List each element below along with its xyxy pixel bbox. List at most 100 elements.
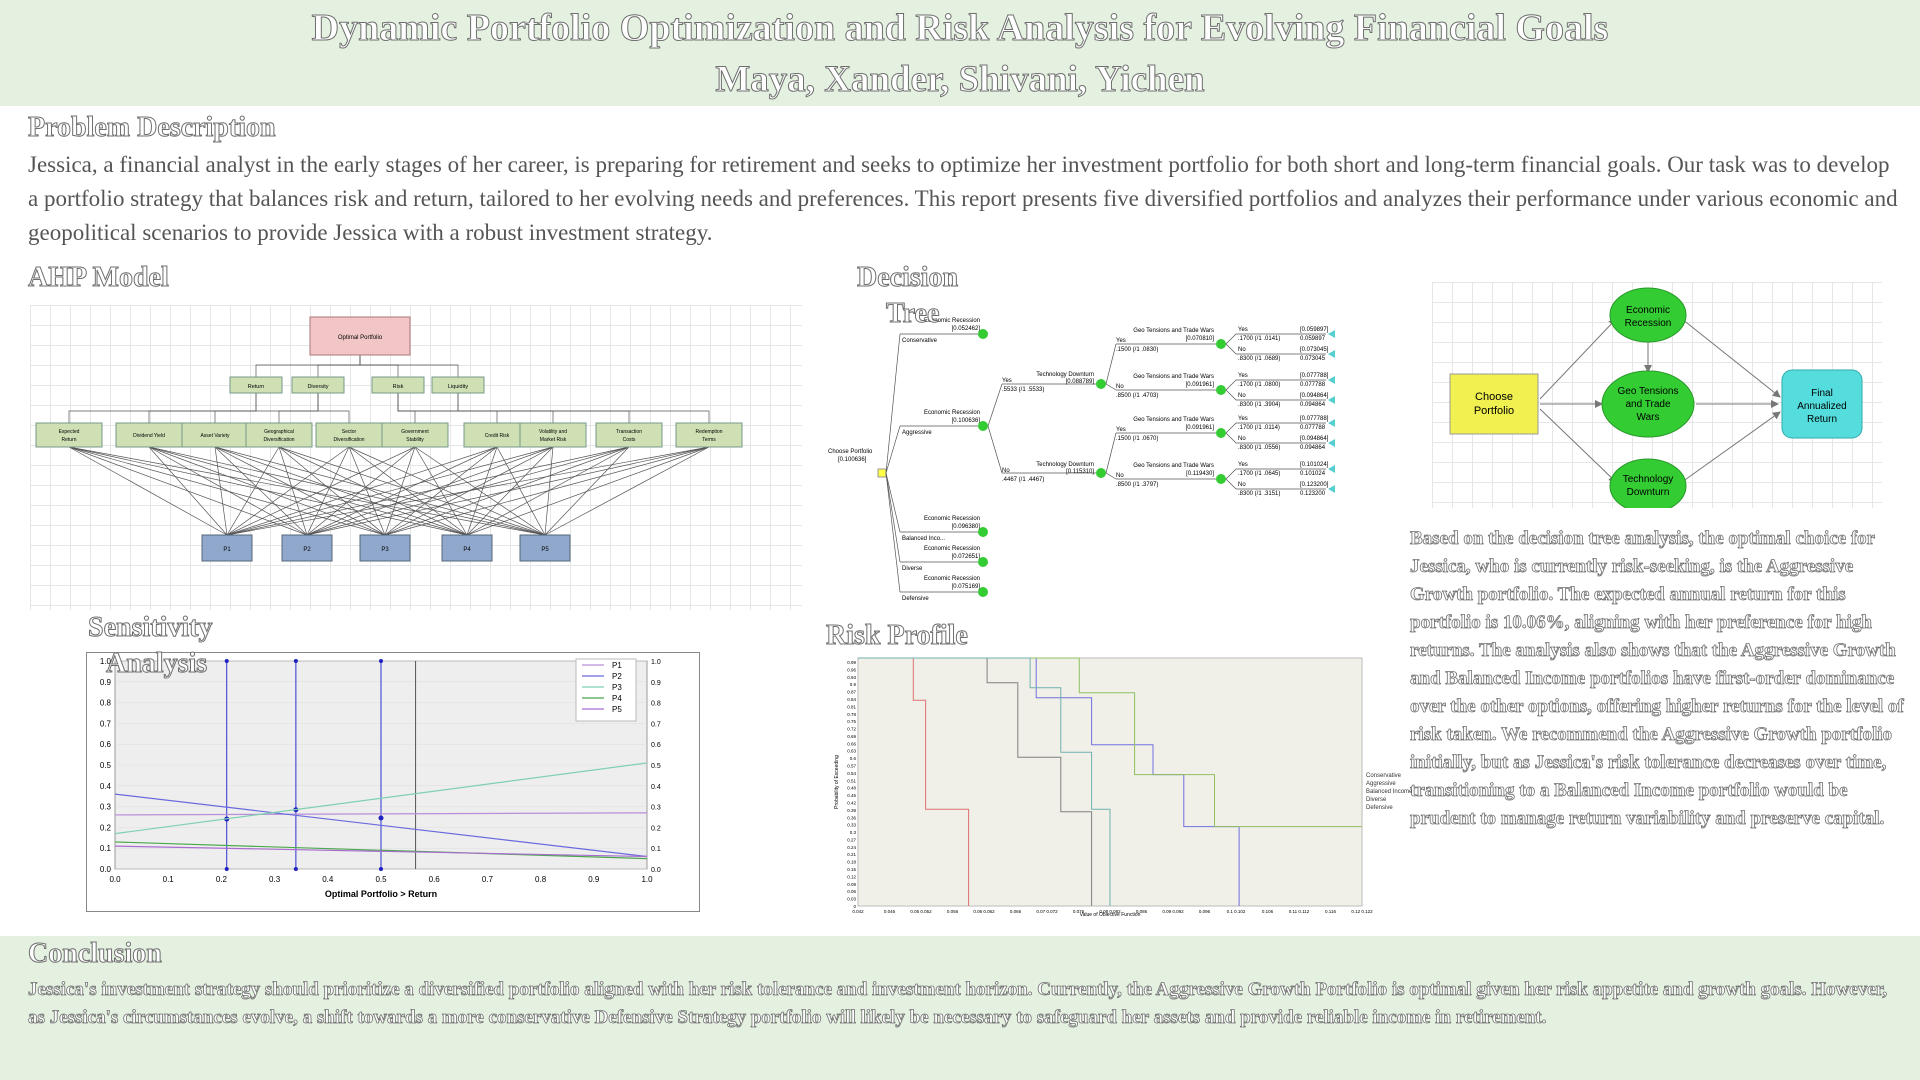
x-tick-label: 0.1 0.102 xyxy=(1227,909,1246,914)
leaf-payoff: 0.059897 xyxy=(1300,336,1326,342)
ahp-subcriterion-label: Costs xyxy=(623,437,636,443)
tech-branch: No xyxy=(1116,384,1124,390)
tree-branch xyxy=(885,333,901,474)
leaf-prob: .8300 (/1 .0556) xyxy=(1238,445,1280,451)
ahp-alternative-node xyxy=(519,534,571,562)
decision-node: Choose Portfolio xyxy=(1449,373,1539,435)
y-tick-label: 0.51 xyxy=(847,778,856,783)
branch-name: Aggressive xyxy=(902,430,932,436)
leaf-value: [0.123200] xyxy=(1300,482,1329,488)
ahp-alternative-label: P5 xyxy=(541,547,549,553)
chance-node xyxy=(978,557,988,567)
risk-legend-item: Diverse xyxy=(1366,797,1387,803)
ahp-subcriterion-label: Asset Variety xyxy=(200,433,230,439)
x-tick-label: 0.11 0.112 xyxy=(1289,909,1310,914)
chance-node xyxy=(978,329,988,339)
sensitivity-svg: 0.0 0.00.00.1 0.10.10.2 0.20.20.3 0.30.30.4 0… xyxy=(100,657,661,899)
tech-event: Technology Downturn xyxy=(1036,462,1094,468)
ahp-alternative-label: P2 xyxy=(303,547,311,553)
y-tick-label: 0.39 xyxy=(847,808,856,813)
risk-profile-svg: 0.99 0.96 0.93 0.9 0.87 0.84 0.81 0.78 0.75 0.72 0… xyxy=(834,657,1373,918)
series-line-p3 xyxy=(114,762,648,835)
x-tick-label: 0.066 xyxy=(1010,909,1022,914)
sensitivity-heading-1: Sensitivity xyxy=(87,612,213,644)
series-line-p4 xyxy=(114,841,648,860)
y-tick-label: 0.84 xyxy=(847,697,856,702)
ahp-subcriterion-label: Credit Risk xyxy=(485,433,510,439)
ahp-alternative-node xyxy=(441,534,493,562)
branch-event: Economic Recession xyxy=(924,546,980,552)
terminal-node xyxy=(1328,485,1335,493)
y-tick-label: 0.93 xyxy=(847,675,856,680)
tree-branch xyxy=(1225,389,1237,401)
y-tick-label: 1.0 xyxy=(100,657,112,666)
ahp-subcriterion-node xyxy=(181,422,249,448)
geo-label-1: Geo Tensions xyxy=(1618,386,1679,397)
ahp-subcriterion-label: Transaction xyxy=(616,429,642,435)
chance-node xyxy=(1216,385,1226,395)
y2-tick-label: 0.3 xyxy=(651,805,661,812)
ahp-alternative-node xyxy=(359,534,411,562)
tree-branch xyxy=(1225,343,1237,355)
ahp-heading: AHP Model xyxy=(28,262,170,294)
crossover-bottom-point xyxy=(224,867,229,871)
x-tick-label: 0.2 xyxy=(216,875,228,884)
terminal-node xyxy=(1328,439,1335,447)
tech-branch: Yes xyxy=(1116,427,1126,433)
ahp-svg: Optimal Portfolio Return Diversity Risk Liqu… xyxy=(35,316,743,562)
decision-tree-diagram: Choose Portfolio [0.100636] Conservative Ec… xyxy=(826,300,1386,605)
branch-event: Economic Recession xyxy=(924,516,980,522)
y-tick-label: 0.21 xyxy=(847,852,856,857)
legend-label: P4 xyxy=(612,694,622,703)
y-tick-label: 0.18 xyxy=(847,860,856,865)
branch-value: [0.075169] xyxy=(952,584,981,590)
branch-name: Conservative xyxy=(902,338,938,344)
geo-event: Geo Tensions and Trade Wars xyxy=(1133,417,1214,423)
branch-value: [0.096380] xyxy=(952,524,981,530)
series-line-p1 xyxy=(114,812,648,816)
tech-value: [0.088789] xyxy=(1066,379,1095,385)
root-decision-node xyxy=(877,468,887,478)
y-tick-label: 0.9 xyxy=(100,678,112,687)
poster-authors: Maya, Xander, Shivani, Yichen xyxy=(715,59,1205,101)
chance-node xyxy=(1216,428,1226,438)
tree-branch xyxy=(885,472,901,593)
y-tick-label: 0.0 xyxy=(100,865,112,874)
tree-branch xyxy=(1225,379,1237,391)
value-node: Final Annualized Return xyxy=(1781,369,1863,439)
x-tick-label: 0.07 0.072 xyxy=(1036,909,1058,914)
y-tick-label: 0.8 xyxy=(100,699,112,708)
root-label: Choose Portfolio xyxy=(828,449,873,455)
ahp-diagram: Optimal Portfolio Return Diversity Risk Liqu… xyxy=(30,305,802,610)
ahp-criterion-node xyxy=(371,376,425,394)
tree-branch xyxy=(987,425,1003,474)
risk-series-aggressive xyxy=(858,657,1240,906)
y-tick-label: 0.48 xyxy=(847,786,856,791)
leaf-payoff: 0.073045 xyxy=(1300,356,1326,362)
ahp-criterion-label: Diversity xyxy=(307,384,328,390)
leaf-prob: .1700 (/1 .0114) xyxy=(1238,425,1280,431)
tree-branch xyxy=(885,425,901,474)
y2-tick-label: 0.6 xyxy=(651,742,661,749)
leaf-prob: .8300 (/1 .3904) xyxy=(1238,402,1280,408)
x-tick-label: 0.09 0.092 xyxy=(1162,909,1184,914)
conclusion-text: Jessica's investment strategy should pri… xyxy=(28,979,1888,1029)
y-tick-label: 0.66 xyxy=(847,741,856,746)
y-tick-label: 0.12 xyxy=(847,874,856,879)
y-tick-label: 0.96 xyxy=(847,667,856,672)
ahp-subcriterion-label: Government xyxy=(401,429,429,435)
crossover-point xyxy=(378,815,384,821)
y-tick-label: 0.2 xyxy=(100,823,112,832)
leaf-prob: .1700 (/1 .0800) xyxy=(1238,382,1280,388)
analysis-text: Based on the decision tree analysis, the… xyxy=(1410,528,1905,830)
ahp-subcriterion-node xyxy=(115,422,183,448)
ahp-alternative-node xyxy=(281,534,333,562)
tree-branch xyxy=(885,472,901,533)
ahp-subcriterion-node xyxy=(463,422,531,448)
branch-value: [0.100636] xyxy=(952,418,981,424)
ahp-alternative-label: P3 xyxy=(381,547,389,553)
recession-label-1: Economic xyxy=(1626,305,1670,316)
geo-value: [0.091961] xyxy=(1186,382,1215,388)
recession-no-prob: .4467 (/1 .4467) xyxy=(1002,477,1044,483)
ahp-subcriterion-label: Expected xyxy=(59,429,80,435)
